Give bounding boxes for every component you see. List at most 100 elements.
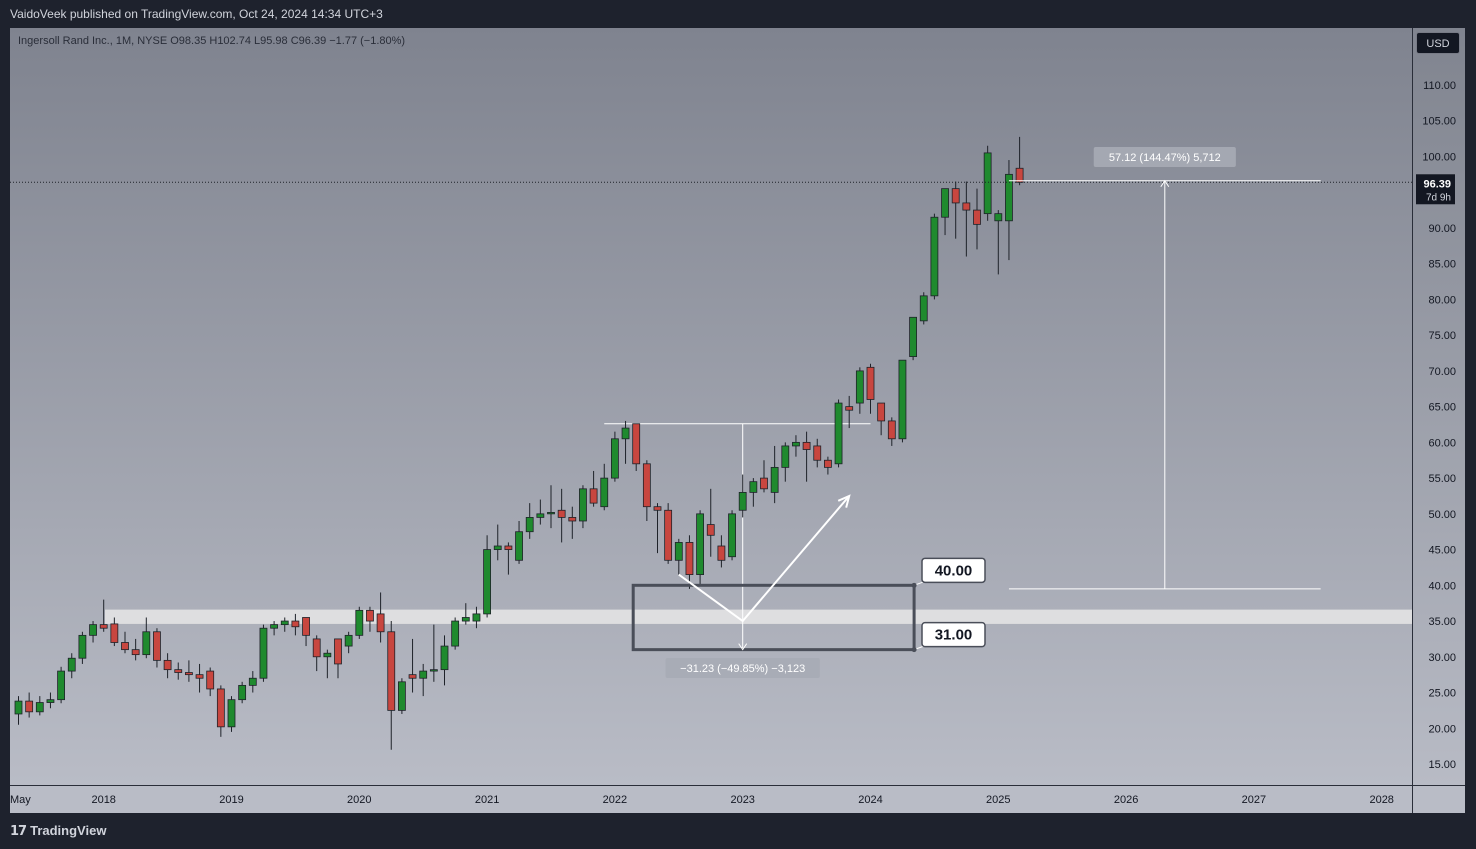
candle-2024-10[interactable] xyxy=(962,181,971,257)
candle-2020-11[interactable] xyxy=(461,603,470,625)
candle-2024-11[interactable] xyxy=(973,188,981,250)
candle-2017-05[interactable] xyxy=(14,696,23,725)
candle-2022-08[interactable] xyxy=(685,535,694,589)
candle-2017-09[interactable] xyxy=(57,666,65,704)
candle-2019-12[interactable] xyxy=(344,631,353,654)
candle-2022-12[interactable] xyxy=(728,510,736,561)
candle-2018-12[interactable] xyxy=(216,685,225,737)
candle-2018-08[interactable] xyxy=(174,662,183,680)
candle-2020-06[interactable] xyxy=(408,638,417,693)
candle-2017-10[interactable] xyxy=(67,653,76,679)
candle-2022-03[interactable] xyxy=(632,423,641,471)
candle-2024-09[interactable] xyxy=(951,181,960,239)
candle-2023-06[interactable] xyxy=(792,435,800,457)
candle-2023-08[interactable] xyxy=(813,438,822,468)
candle-2019-09[interactable] xyxy=(312,635,321,672)
candle-2020-09[interactable] xyxy=(440,635,449,686)
candle-2022-04[interactable] xyxy=(642,460,651,521)
candle-2019-11[interactable] xyxy=(334,638,342,679)
candle-2019-05[interactable] xyxy=(270,621,279,636)
measure-up-label[interactable]: 57.12 (144.47%) 5,712 xyxy=(1093,147,1236,167)
candle-2022-05[interactable] xyxy=(653,503,662,554)
candle-2024-08[interactable] xyxy=(941,188,949,236)
tradingview-logo[interactable]: 17 TradingView xyxy=(10,823,106,839)
candle-2018-09[interactable] xyxy=(184,660,193,682)
candle-2020-08[interactable] xyxy=(429,624,438,682)
candle-2020-03[interactable] xyxy=(376,592,385,643)
candle-2021-06[interactable] xyxy=(536,499,545,525)
candle-2019-10[interactable] xyxy=(323,649,332,679)
candle-2019-07[interactable] xyxy=(291,613,300,636)
candle-2023-03[interactable] xyxy=(760,460,768,493)
candle-2021-04[interactable] xyxy=(515,520,523,564)
candle-2023-07[interactable] xyxy=(802,431,811,482)
candle-2019-08[interactable] xyxy=(302,617,310,647)
candle-2023-12[interactable] xyxy=(855,367,864,414)
candle-2025-02[interactable] xyxy=(1005,160,1013,261)
candle-2022-11[interactable] xyxy=(717,535,726,568)
candle-2025-03[interactable] xyxy=(1015,136,1024,186)
candle-2022-01[interactable] xyxy=(611,431,619,482)
candle-2018-06[interactable] xyxy=(153,628,161,668)
candle-2019-01[interactable] xyxy=(227,696,236,732)
candle-2021-11[interactable] xyxy=(589,470,598,507)
candle-2017-08[interactable] xyxy=(46,692,55,709)
candle-2020-07[interactable] xyxy=(419,663,428,697)
candle-2021-02[interactable] xyxy=(493,524,502,561)
candle-2018-05[interactable] xyxy=(142,617,151,659)
candle-2018-02[interactable] xyxy=(110,617,119,647)
candle-2020-12[interactable] xyxy=(472,606,481,629)
candle-2019-02[interactable] xyxy=(238,681,247,704)
candle-2022-07[interactable] xyxy=(674,538,683,575)
candle-2021-01[interactable] xyxy=(483,535,492,618)
candle-2022-02[interactable] xyxy=(621,420,630,464)
candle-2021-07[interactable] xyxy=(547,485,555,529)
candle-2024-07[interactable] xyxy=(930,213,939,300)
candle-2024-01[interactable] xyxy=(866,363,875,414)
candle-2022-10[interactable] xyxy=(706,488,715,557)
callout-lower[interactable]: 31.00 xyxy=(911,621,986,653)
candle-2020-04[interactable] xyxy=(387,621,396,750)
candle-2020-01[interactable] xyxy=(355,606,364,639)
candle-2019-06[interactable] xyxy=(280,617,289,632)
candle-2018-04[interactable] xyxy=(131,638,140,661)
candle-2023-10[interactable] xyxy=(834,399,843,468)
currency-button[interactable]: USD xyxy=(1416,32,1460,54)
callout-upper[interactable]: 40.00 xyxy=(911,557,986,588)
candle-2023-02[interactable] xyxy=(749,478,758,507)
candle-2024-12[interactable] xyxy=(983,145,992,221)
projection-arrow-path[interactable] xyxy=(678,495,850,623)
candle-2018-10[interactable] xyxy=(195,663,204,693)
candle-2023-01[interactable] xyxy=(738,474,747,518)
candle-2022-09[interactable] xyxy=(696,510,704,586)
candle-2019-03[interactable] xyxy=(248,671,257,693)
candle-2019-04[interactable] xyxy=(259,624,268,682)
candle-2021-08[interactable] xyxy=(557,488,566,543)
candle-2020-05[interactable] xyxy=(397,678,406,714)
candle-2023-11[interactable] xyxy=(845,395,854,429)
measure-down-label[interactable]: −31.23 (−49.85%) −3,123 xyxy=(665,658,820,678)
candle-2021-12[interactable] xyxy=(600,463,609,511)
candle-2023-09[interactable] xyxy=(824,456,832,475)
candle-2021-05[interactable] xyxy=(525,503,534,539)
candle-2023-04[interactable] xyxy=(770,445,779,504)
candle-2018-01[interactable] xyxy=(99,599,108,632)
candle-2021-03[interactable] xyxy=(504,542,513,575)
candle-2024-06[interactable] xyxy=(919,292,928,325)
candle-2024-03[interactable] xyxy=(887,417,896,446)
candle-2018-11[interactable] xyxy=(206,667,215,697)
candle-2021-09[interactable] xyxy=(568,506,577,539)
candle-2024-02[interactable] xyxy=(877,402,886,436)
candle-2021-10[interactable] xyxy=(579,485,587,529)
candle-2017-12[interactable] xyxy=(89,621,97,643)
candle-2024-04[interactable] xyxy=(898,359,907,443)
candle-2023-05[interactable] xyxy=(781,442,790,482)
candle-2020-10[interactable] xyxy=(451,617,460,650)
candle-2018-03[interactable] xyxy=(121,631,129,654)
candle-2025-01[interactable] xyxy=(994,210,1003,275)
candle-2018-07[interactable] xyxy=(163,653,172,679)
candle-2017-06[interactable] xyxy=(25,692,34,718)
chart[interactable]: 15.00 20.00 25.00 30.00 35.00 40.00 45.00 50.00… xyxy=(10,28,1465,813)
candle-2020-02[interactable] xyxy=(366,606,374,632)
candle-2022-06[interactable] xyxy=(664,503,673,564)
